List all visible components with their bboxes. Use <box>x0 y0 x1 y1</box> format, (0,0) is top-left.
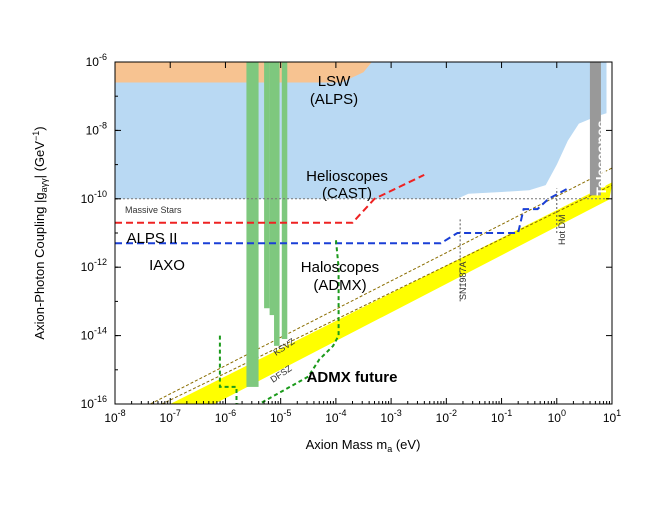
haloscope-exclusion-bar <box>269 62 276 316</box>
y-tick-label: 10-6 <box>86 52 107 69</box>
alps2-line <box>115 173 425 224</box>
dfsz-line <box>160 184 612 404</box>
helioscopes-label-sub: (CAST) <box>322 185 372 202</box>
ksvz-line <box>149 167 612 404</box>
lsw-label: LSW <box>318 73 351 90</box>
x-tick-label: 10-5 <box>270 408 291 425</box>
y-tick-label: 10-14 <box>81 326 107 343</box>
haloscopes-label-sub: (ADMX) <box>313 277 366 294</box>
y-tick-label: 10-8 <box>86 120 107 137</box>
axion-model-band <box>170 182 612 404</box>
y-tick-label: 10-16 <box>81 394 107 411</box>
x-tick-label: 10-8 <box>104 408 125 425</box>
admx-future-label: ADMX future <box>307 369 398 386</box>
iaxo-label: IAXO <box>149 257 185 274</box>
telescopes-label: Telescopes <box>593 120 609 195</box>
x-tick-label: 10-4 <box>325 408 346 425</box>
lsw-region <box>115 62 372 83</box>
x-axis-title: Axion Mass ma (eV) <box>306 437 421 454</box>
y-axis-title: Axion-Photon Coupling |gaγγ| (GeV−1) <box>31 126 49 339</box>
haloscope-exclusion-bar <box>274 62 280 346</box>
haloscope-exclusion-bar <box>246 62 259 387</box>
x-tick-label: 10-1 <box>491 408 512 425</box>
alps2-label: ALPS II <box>127 230 178 247</box>
y-tick-label: 10-12 <box>81 257 107 274</box>
admx-future-line <box>218 239 340 404</box>
helioscopes-label: Helioscopes <box>306 168 388 185</box>
telescopes-region <box>589 62 601 196</box>
y-tick-label: 10-10 <box>81 189 107 206</box>
x-tick-label: 100 <box>548 408 566 425</box>
axis-ticks: 10-8 10-7 10-6 10-5 10-4 10-3 10-2 10-1 100 101 10… <box>81 52 622 425</box>
plot-area <box>115 62 612 404</box>
iaxo-line <box>115 187 569 245</box>
x-tick-label: 101 <box>603 408 621 425</box>
haloscopes-label: Haloscopes <box>301 259 379 276</box>
helioscopes-region <box>115 62 607 199</box>
haloscope-exclusion-bar <box>264 62 270 309</box>
x-tick-label: 10-2 <box>436 408 457 425</box>
x-tick-label: 10-3 <box>380 408 401 425</box>
massive-stars-label: Massive Stars <box>125 205 182 215</box>
sn1987a-label: SN1987A <box>458 261 468 300</box>
x-tick-label: 10-7 <box>160 408 181 425</box>
hot-dm-label: Hot DM <box>557 214 567 245</box>
x-tick-label: 10-6 <box>215 408 236 425</box>
lsw-label-sub: (ALPS) <box>310 91 358 108</box>
haloscope-exclusion-bar <box>281 62 288 340</box>
